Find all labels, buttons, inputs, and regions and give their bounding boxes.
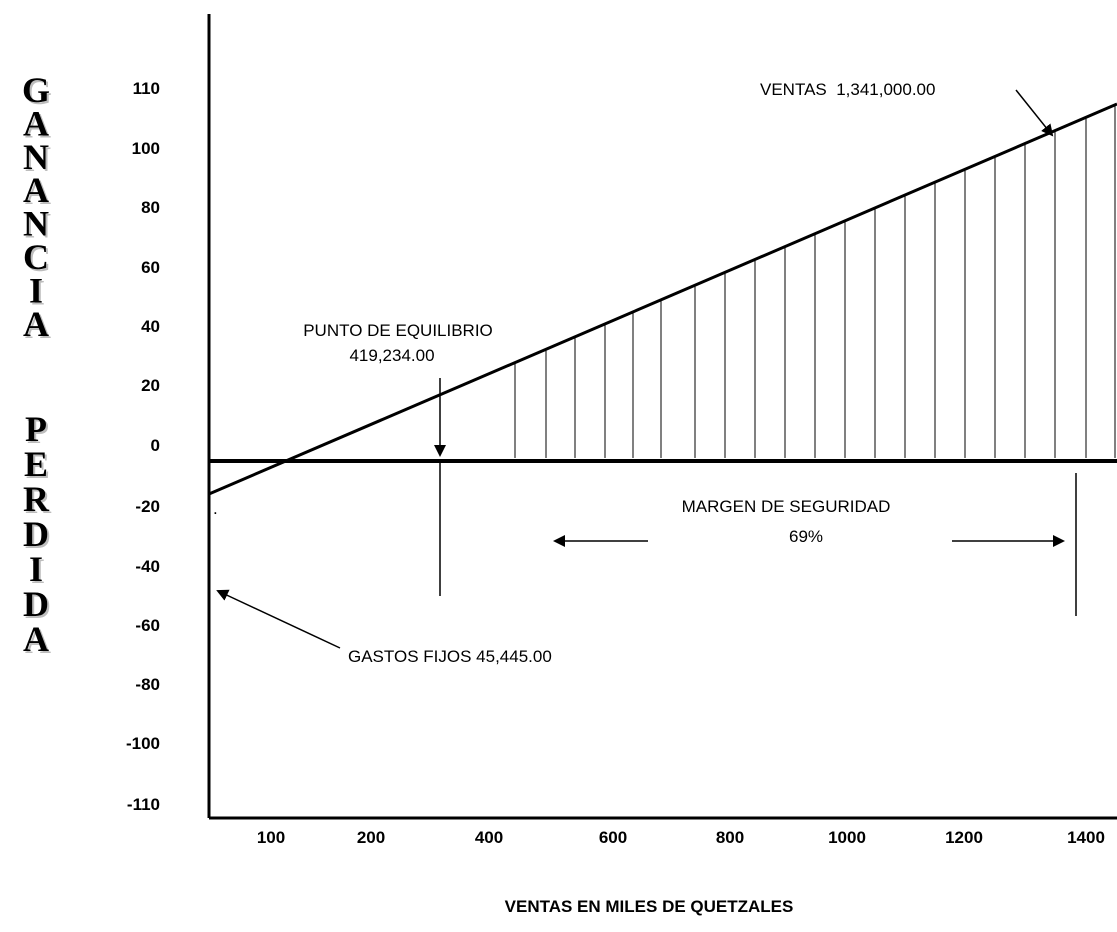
profit-hatching	[514, 104, 1116, 458]
y-tick-labels: 110 100 80 60 40 20 0 -20 -40 -60 -80 -100 -110	[126, 79, 160, 814]
sales-arrow	[1015, 89, 1054, 137]
y-title-letter: A	[23, 619, 49, 659]
fixed-costs-arrow	[216, 589, 341, 649]
x-tick-label: 1000	[828, 828, 866, 847]
y-title-letter: A	[23, 304, 49, 344]
y-title-letter-shadow: A	[25, 105, 51, 145]
x-tick-label: 1400	[1067, 828, 1105, 847]
margin-value: 69%	[789, 527, 823, 546]
y-title-letter: A	[23, 103, 49, 143]
y-title-letter-shadow: D	[25, 586, 51, 626]
y-title-letter: N	[23, 137, 49, 177]
y-tick-label: -60	[135, 616, 160, 635]
stray-dot: .	[213, 499, 218, 518]
y-title-letter: D	[23, 514, 49, 554]
y-tick-label: 0	[151, 436, 160, 455]
y-tick-label: 100	[132, 139, 160, 158]
y-title-letter-shadow: R	[25, 481, 52, 521]
y-title-letter: I	[29, 549, 43, 589]
sales-annotation: VENTAS 1,341,000.00	[760, 80, 935, 99]
x-tick-label: 1200	[945, 828, 983, 847]
y-tick-label: -80	[135, 675, 160, 694]
break-even-value: 419,234.00	[349, 346, 434, 365]
y-tick-label: 80	[141, 198, 160, 217]
y-title-letter: N	[23, 204, 49, 244]
y-tick-label: -110	[127, 795, 160, 814]
y-tick-label: 20	[141, 376, 160, 395]
y-title-letter-shadow: A	[25, 306, 51, 346]
x-tick-label: 200	[357, 828, 385, 847]
y-title-letter: P	[25, 409, 47, 449]
y-title-letter-shadow: P	[27, 411, 49, 451]
y-tick-label: -40	[135, 557, 160, 576]
x-tick-label: 800	[716, 828, 744, 847]
y-title-letter-shadow: N	[25, 139, 51, 179]
y-title-letter-shadow: I	[31, 272, 45, 312]
break-even-title: PUNTO DE EQUILIBRIO	[303, 321, 493, 340]
y-title-letter-shadow: I	[31, 551, 45, 591]
y-title-letter-shadow: N	[25, 206, 51, 246]
y-title-letter-shadow: E	[26, 446, 50, 486]
y-title-letter-shadow: G	[24, 72, 52, 112]
y-tick-label: -20	[135, 497, 160, 516]
y-title-letter: I	[29, 270, 43, 310]
fixed-costs-annotation: GASTOS FIJOS 45,445.00	[348, 647, 552, 666]
margin-title: MARGEN DE SEGURIDAD	[682, 497, 891, 516]
y-title-letter: A	[23, 170, 49, 210]
y-tick-label: 110	[133, 79, 160, 98]
y-tick-label: 60	[141, 258, 160, 277]
y-title-letter: R	[23, 479, 50, 519]
x-tick-label: 600	[599, 828, 627, 847]
series-sales-line	[208, 102, 1117, 496]
y-tick-label: -100	[126, 734, 160, 753]
y-title-letter: G	[22, 70, 50, 110]
x-tick-label: 100	[257, 828, 285, 847]
y-title-letter-shadow: A	[25, 172, 51, 212]
x-tick-labels: 100 200 400 600 800 1000 1200 1400	[257, 828, 1105, 847]
y-title-letter: C	[23, 237, 49, 277]
y-title-letter: D	[23, 584, 49, 624]
y-title-letter-shadow: A	[25, 621, 51, 661]
x-tick-label: 400	[475, 828, 503, 847]
y-tick-label: 40	[141, 317, 160, 336]
y-title-letter: E	[24, 444, 48, 484]
y-title-letter-shadow: C	[25, 239, 51, 279]
y-title-letter-shadow: D	[25, 516, 51, 556]
x-axis-title: VENTAS EN MILES DE QUETZALES	[505, 897, 794, 916]
